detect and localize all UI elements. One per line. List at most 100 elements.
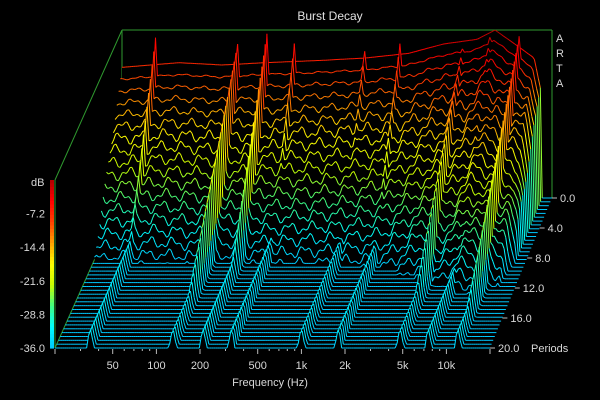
slice-segment: [474, 113, 477, 117]
slice-segment: [409, 141, 413, 144]
slice-segment: [426, 116, 430, 120]
slice-segment: [329, 164, 333, 166]
slice-segment: [181, 193, 184, 200]
slice-segment: [186, 250, 190, 254]
slice-segment: [215, 76, 219, 79]
slice-segment: [226, 196, 230, 201]
slice-segment: [487, 48, 491, 53]
slice-segment: [159, 99, 163, 103]
slice-segment: [374, 226, 378, 229]
slice-segment: [228, 88, 232, 134]
slice-segment: [384, 232, 387, 235]
slice-segment: [473, 48, 477, 51]
slice-segment: [204, 157, 207, 160]
slice-segment: [454, 176, 458, 182]
slice-segment: [423, 60, 426, 63]
slice-segment: [280, 148, 284, 160]
slice-segment: [448, 177, 452, 183]
slice-segment: [134, 203, 138, 214]
slice-segment: [199, 206, 202, 213]
slice-segment: [123, 150, 126, 153]
slice-segment: [349, 165, 352, 169]
slice-segment: [390, 151, 393, 155]
slice-segment: [418, 220, 421, 224]
slice-segment: [119, 264, 123, 275]
slice-segment: [251, 259, 255, 261]
slice-segment: [263, 179, 267, 184]
slice-segment: [281, 225, 285, 230]
slice-segment: [355, 123, 359, 131]
slice-segment: [413, 75, 417, 78]
slice-segment: [297, 141, 301, 144]
slice-segment: [171, 87, 174, 90]
slice-segment: [263, 55, 266, 98]
slice-segment: [340, 207, 344, 212]
slice-segment: [504, 218, 508, 226]
slice-segment: [364, 134, 367, 137]
slice-segment: [205, 131, 209, 137]
slice-segment: [333, 272, 337, 279]
slice-segment: [186, 86, 190, 89]
slice-segment: [335, 81, 338, 83]
slice-segment: [121, 239, 125, 246]
slice-segment: [505, 48, 508, 52]
slice-segment: [515, 53, 519, 79]
slice-segment: [136, 213, 140, 219]
slice-segment: [286, 148, 289, 152]
slice-segment: [455, 209, 459, 215]
slice-segment: [278, 234, 281, 236]
slice-segment: [399, 263, 403, 266]
slice-segment: [358, 69, 361, 72]
slice-segment: [294, 243, 297, 248]
slice-segment: [420, 117, 424, 121]
slice-segment: [480, 128, 484, 132]
slice-segment: [280, 234, 284, 240]
slice-segment: [276, 231, 279, 236]
slice-segment: [262, 121, 265, 124]
slice-segment: [428, 117, 432, 122]
slice-segment: [252, 241, 256, 245]
slice-segment: [258, 219, 262, 224]
slice-segment: [538, 97, 542, 202]
slice-segment: [439, 258, 443, 263]
slice-segment: [307, 233, 311, 237]
slice-segment: [483, 142, 486, 148]
slice-segment: [278, 158, 282, 163]
slice-segment: [246, 167, 250, 209]
slice-segment: [189, 221, 193, 224]
slice-segment: [158, 127, 161, 130]
slice-segment: [428, 46, 431, 49]
slice-segment: [353, 231, 356, 236]
slice-segment: [148, 223, 151, 225]
slice-segment: [121, 124, 124, 126]
slice-segment: [324, 130, 328, 133]
slice-segment: [273, 118, 277, 123]
slice-segment: [245, 97, 249, 100]
slice-segment: [320, 107, 324, 112]
slice-segment: [254, 111, 258, 165]
slice-segment: [461, 79, 464, 83]
slice-segment: [262, 164, 266, 168]
slice-segment: [369, 169, 372, 176]
slice-segment: [415, 207, 419, 210]
slice-segment: [376, 227, 380, 232]
slice-segment: [525, 74, 528, 78]
slice-segment: [119, 245, 123, 251]
slice-segment: [359, 94, 363, 107]
slice-segment: [448, 224, 451, 226]
slice-segment: [362, 149, 366, 152]
slice-segment: [501, 56, 505, 60]
slice-segment: [485, 48, 489, 56]
slice-segment: [262, 218, 265, 224]
slice-segment: [500, 33, 504, 37]
slice-segment: [397, 193, 400, 196]
slice-segment: [275, 261, 278, 264]
slice-segment: [332, 144, 336, 148]
slice-segment: [314, 261, 318, 264]
slice-segment: [131, 250, 135, 259]
slice-segment: [301, 159, 305, 164]
slice-segment: [498, 79, 501, 82]
slice-segment: [461, 88, 465, 92]
slice-segment: [396, 156, 399, 161]
slice-segment: [375, 113, 378, 116]
